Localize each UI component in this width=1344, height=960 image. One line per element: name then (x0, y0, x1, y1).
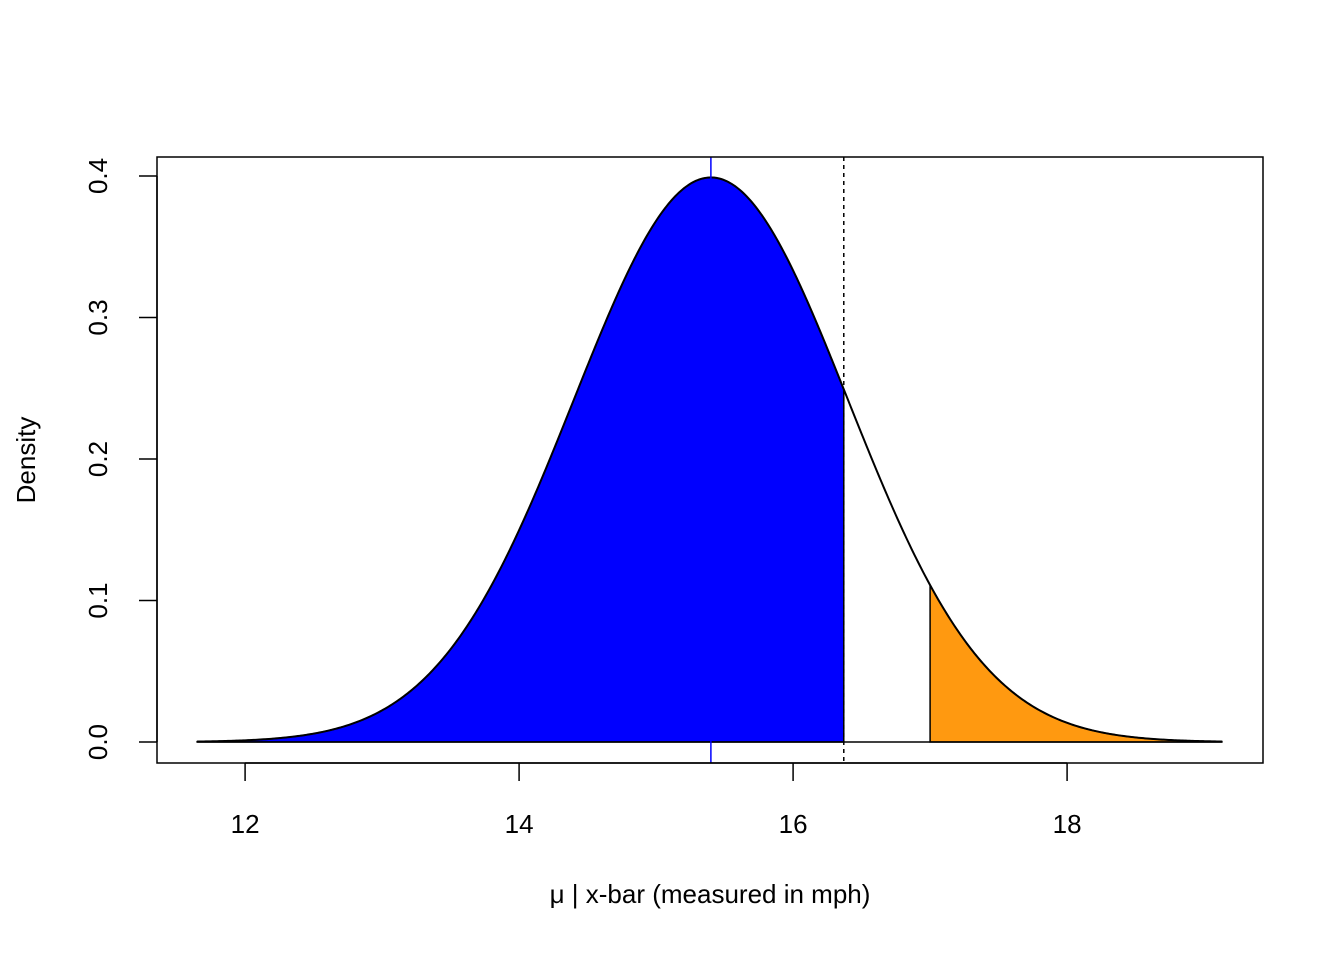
y-axis: 0.0 0.1 0.2 0.3 0.4 (83, 158, 158, 760)
x-axis-label: μ | x-bar (measured in mph) (550, 879, 871, 909)
y-tick-label: 0.2 (83, 441, 113, 477)
y-tick-label: 0.3 (83, 299, 113, 335)
x-tick-label: 12 (231, 809, 260, 839)
y-tick-label: 0.0 (83, 724, 113, 760)
density-curve (197, 176, 1222, 743)
y-tick-label: 0.1 (83, 582, 113, 618)
x-axis: 12 14 16 18 (231, 762, 1082, 839)
y-tick-label: 0.4 (83, 158, 113, 194)
x-tick-label: 16 (779, 809, 808, 839)
plot-marks (196, 157, 1223, 763)
lower-region (196, 176, 845, 743)
x-tick-label: 18 (1053, 809, 1082, 839)
x-tick-label: 14 (505, 809, 534, 839)
y-axis-label: Density (11, 417, 41, 504)
upper-tail (929, 584, 1223, 743)
